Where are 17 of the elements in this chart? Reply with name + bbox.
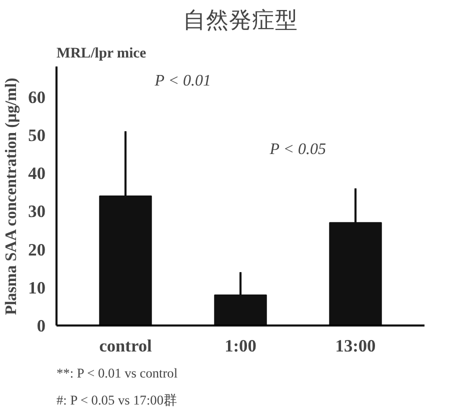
x-tick-label: 13:00 bbox=[335, 336, 376, 356]
text: **: P < 0.01 vs control bbox=[56, 366, 178, 380]
y-tick-label: 60 bbox=[28, 88, 46, 107]
y-tick-label: 30 bbox=[28, 202, 46, 222]
y-tick-label: 0 bbox=[36, 316, 46, 336]
chart-title: 自然発症型 bbox=[183, 8, 298, 34]
x-tick-label: 1:00 bbox=[224, 336, 256, 356]
y-tick-label: 20 bbox=[28, 240, 46, 260]
x-tick-label: control bbox=[99, 336, 152, 356]
y-axis-title: Plasma SAA concentration (µg/ml) bbox=[3, 78, 20, 316]
y-tick-label: 50 bbox=[28, 126, 46, 146]
chart-subtitle: MRL/lpr mice bbox=[56, 46, 147, 62]
y-tick-label: 10 bbox=[28, 278, 46, 298]
text: #: P < 0.05 vs 17:00群 bbox=[56, 392, 176, 408]
annotation: P < 0.05 bbox=[268, 140, 326, 158]
annotation: P < 0.01 bbox=[154, 72, 211, 90]
y-tick-label: 40 bbox=[28, 164, 46, 184]
